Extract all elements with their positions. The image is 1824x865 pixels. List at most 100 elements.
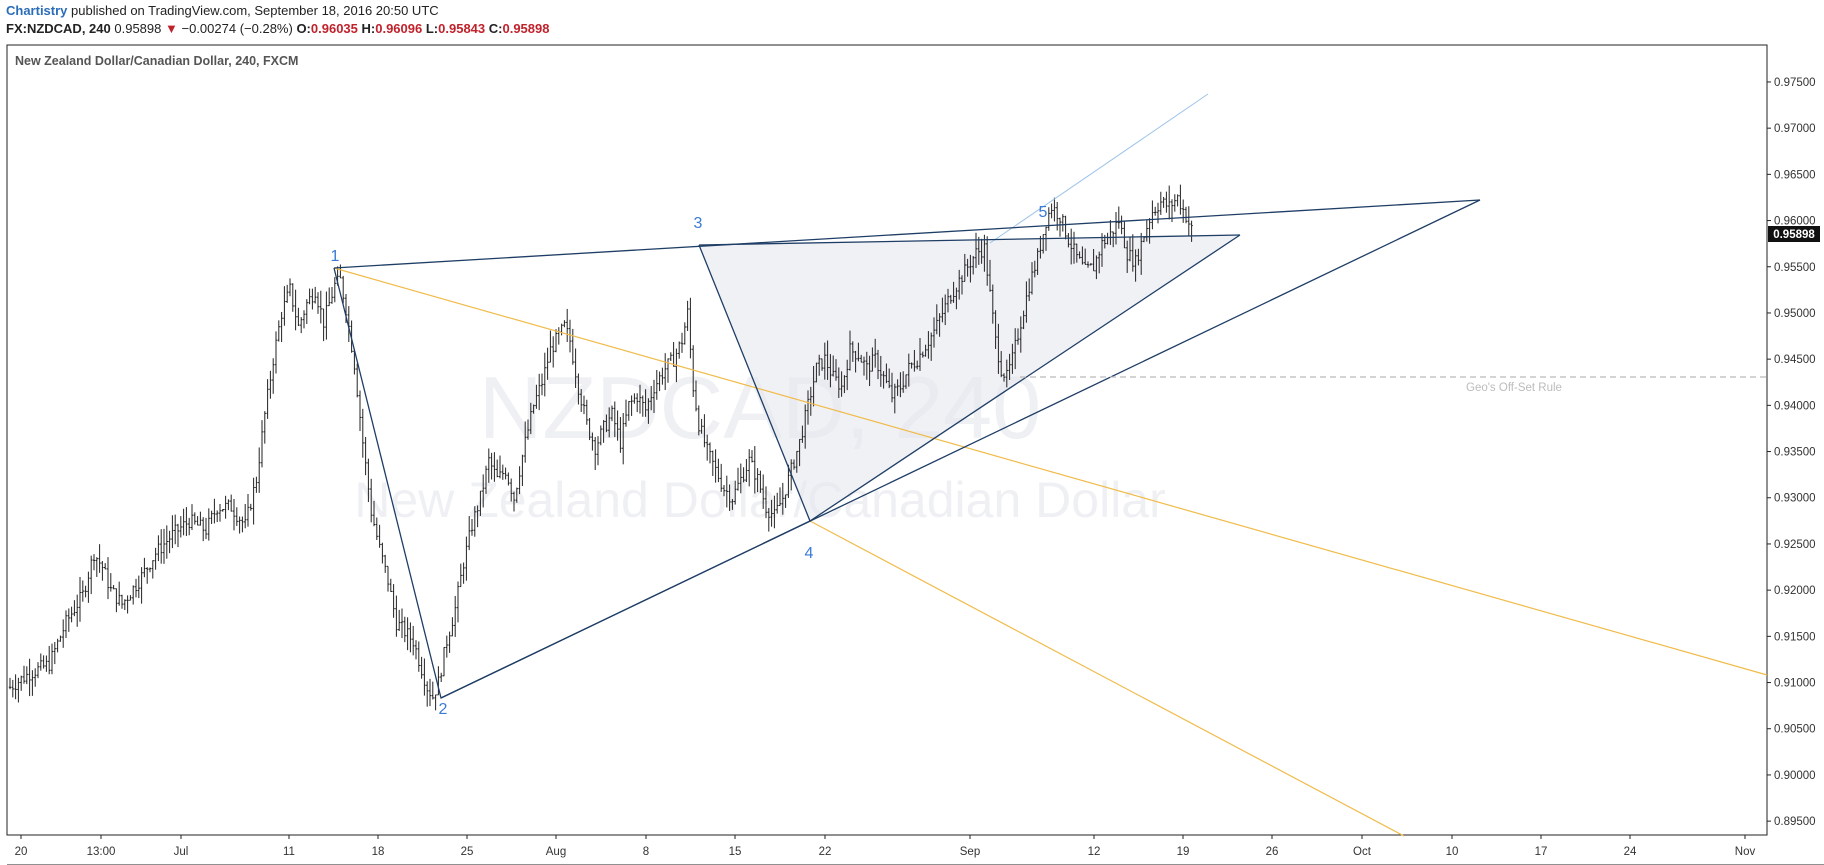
channel-lower-line <box>809 520 1405 837</box>
ohlc-bar <box>1168 185 1171 220</box>
ohlc-bar <box>714 449 717 483</box>
high-label: H: <box>361 21 376 36</box>
ohlc-bar <box>31 670 34 696</box>
ohlc-bar <box>1067 233 1070 248</box>
ohlc-bar <box>913 349 916 372</box>
publish-line: Chartistry published on TradingView.com,… <box>6 3 439 18</box>
ohlc-bar <box>566 308 569 342</box>
ohlc-bar <box>1072 231 1076 264</box>
ohlc-bar <box>291 283 294 312</box>
ohlc-bar <box>1002 373 1006 382</box>
ohlc-bar <box>778 487 782 507</box>
ohlc-bar <box>700 418 703 434</box>
ohlc-bar <box>1131 234 1134 272</box>
ohlc-bar <box>64 610 68 639</box>
ohlc-bar <box>846 359 849 391</box>
open-value: 0.96035 <box>310 21 358 36</box>
ohlc-bar <box>1081 246 1084 265</box>
ohlc-bar <box>1176 194 1179 207</box>
ohlc-bar <box>428 678 432 707</box>
ohlc-bar <box>1039 235 1042 259</box>
ohlc-bar <box>179 516 182 538</box>
ohlc-bar <box>232 498 236 531</box>
ohlc-bar <box>162 528 166 564</box>
wave-label-1: 1 <box>331 248 340 265</box>
ohlc-bar <box>692 345 695 397</box>
ohlc-bar <box>860 354 863 363</box>
ohlc-bar <box>725 475 728 508</box>
ohlc-bar <box>554 329 558 353</box>
ohlc-bar <box>720 463 723 492</box>
ohlc-bar <box>45 655 48 672</box>
ohlc-bar <box>17 677 20 703</box>
ohlc-bar <box>680 332 684 353</box>
ohlc-bar <box>952 281 955 303</box>
ohlc-bar <box>762 474 765 509</box>
ohlc-bar <box>389 578 392 592</box>
ohlc-bar <box>661 367 664 385</box>
time-tick-label: 18 <box>372 846 385 858</box>
ohlc-bar <box>70 606 73 623</box>
ohlc-bar <box>1036 248 1039 275</box>
ohlc-bar <box>81 580 84 602</box>
ohlc-bar <box>174 514 177 545</box>
time-axis[interactable]: 20 13:00 Jul 11 18 25 Aug 8 15 22 Sep 12 19 26 Oct 10 17… <box>15 835 1756 858</box>
ohlc-bar <box>622 413 625 465</box>
ohlc-bar <box>400 608 404 639</box>
ohlc-bar <box>445 635 448 658</box>
ohlc-bar <box>333 277 336 303</box>
ohlc-bar <box>1058 217 1062 237</box>
ohlc-bar <box>426 681 429 707</box>
ohlc-bar <box>904 374 908 389</box>
ohlc-bar <box>652 379 656 414</box>
ohlc-bar <box>759 470 762 493</box>
ohlc-bar <box>930 332 933 361</box>
ohlc-bar <box>1005 359 1008 388</box>
ohlc-bar <box>918 338 922 372</box>
ohlc-bar <box>95 557 98 577</box>
ohlc-bar <box>829 354 832 388</box>
ohlc-bar <box>770 499 773 527</box>
ohlc-bar <box>272 358 275 394</box>
ohlc-bar <box>832 355 835 377</box>
ohlc-bar <box>1120 215 1123 235</box>
time-tick-label: 15 <box>729 846 742 858</box>
ohlc-bar <box>717 458 720 483</box>
ohlc-bar <box>123 599 126 611</box>
ohlc-bar <box>420 656 423 679</box>
ohlc-bar <box>470 519 474 536</box>
price-axis[interactable]: 0.97500 0.97000 0.96500 0.96000 0.95500 0.950… <box>1767 77 1816 828</box>
ohlc-bar <box>76 594 79 627</box>
ohlc-bar <box>311 288 314 310</box>
ohlc-bar <box>1050 203 1053 219</box>
ohlc-bar <box>798 438 801 467</box>
ohlc-bar <box>1089 263 1092 266</box>
ohlc-bar <box>650 385 653 411</box>
ohlc-bar <box>56 638 59 653</box>
ohlc-bar <box>249 503 252 511</box>
publisher-link[interactable]: Chartistry <box>6 3 68 18</box>
symbol-label[interactable]: FX:NZDCAD, 240 <box>6 21 111 36</box>
ohlc-bar <box>851 341 854 362</box>
ohlc-bar <box>406 617 409 651</box>
ohlc-bar <box>490 452 493 480</box>
ohlc-bar <box>857 342 860 362</box>
ohlc-bar <box>294 289 297 331</box>
ohlc-bar <box>535 384 538 409</box>
price-tick-label: 0.96000 <box>1774 216 1816 228</box>
price-tick-label: 0.91500 <box>1774 631 1816 643</box>
ohlc-bar <box>1151 200 1154 230</box>
ohlc-bar <box>78 577 82 622</box>
ohlc-bar <box>605 414 608 433</box>
ohlc-bar <box>462 562 465 584</box>
ohlc-bar <box>109 573 112 592</box>
close-label: C: <box>488 21 503 36</box>
price-change: −0.00274 (−0.28%) <box>181 21 293 36</box>
wave-label-3: 3 <box>694 215 703 232</box>
ohlc-bar <box>263 411 266 444</box>
ohlc-bar <box>151 560 154 579</box>
ohlc-bar <box>92 554 96 571</box>
ohlc-bar <box>571 328 574 365</box>
ohlc-bar <box>305 299 308 324</box>
